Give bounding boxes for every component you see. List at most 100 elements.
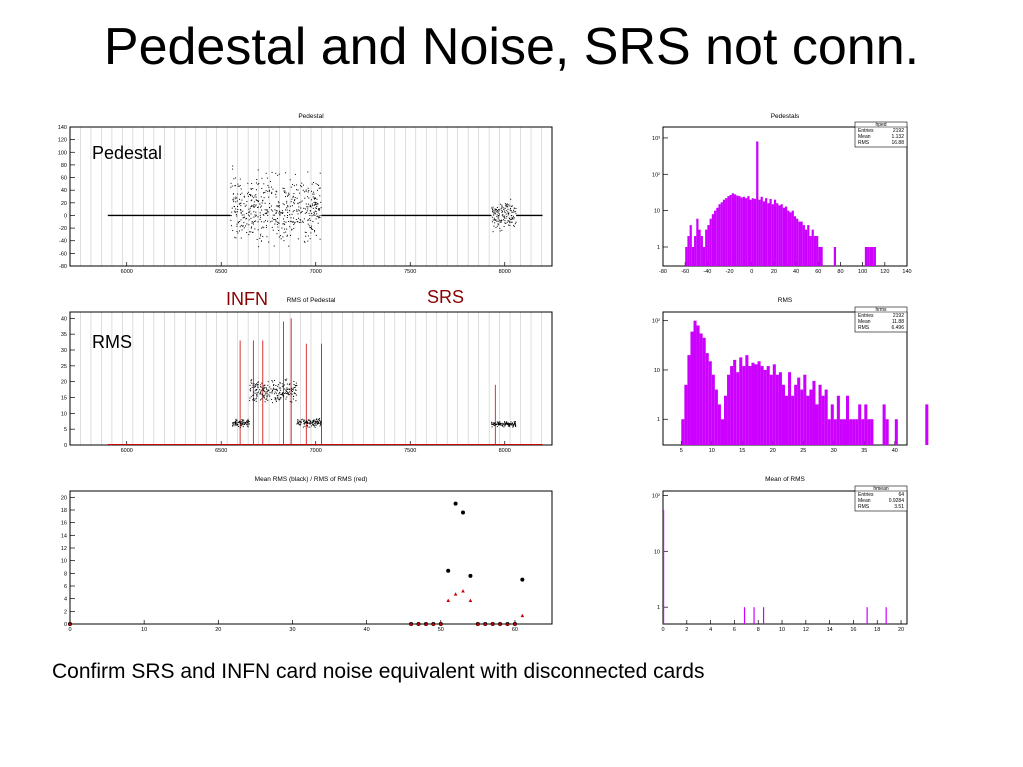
rms-point <box>511 424 513 426</box>
pedestal-point <box>301 200 303 202</box>
rms-point <box>242 426 244 428</box>
rms-point <box>239 421 241 423</box>
pedestal-point <box>286 200 288 202</box>
histogram-bar <box>806 395 810 445</box>
pedestal-point <box>300 221 302 223</box>
rms-point <box>504 422 506 424</box>
pedestal-point <box>256 199 258 201</box>
y-tick-label: 1 <box>657 605 660 611</box>
pedestal-point <box>250 227 252 229</box>
x-tick-label: 8000 <box>499 269 511 275</box>
rms-point <box>298 420 300 422</box>
pedestal-point <box>244 196 246 198</box>
histogram-bar <box>727 196 730 266</box>
rms-point <box>290 393 292 395</box>
pedestal-point <box>493 212 495 214</box>
pedestal-point <box>312 196 314 198</box>
stats-label: Entries <box>858 492 874 498</box>
pedestal-point <box>248 211 250 213</box>
rms-point <box>263 387 265 389</box>
rms-point <box>504 424 506 426</box>
histogram-bar <box>736 372 740 445</box>
pedestal-point <box>248 224 250 226</box>
pedestal-point <box>250 188 252 190</box>
pedestal-point <box>254 205 256 207</box>
rms-point <box>274 398 276 400</box>
rms-of-rms-point <box>453 592 458 596</box>
x-tick-label: -20 <box>726 269 734 275</box>
rms-point <box>296 421 298 423</box>
slide-title: Pedestal and Noise, SRS not conn. <box>103 18 920 76</box>
histogram-bar <box>738 196 741 266</box>
pedestal-point <box>509 209 511 211</box>
chart-title: Mean of RMS <box>765 476 805 483</box>
pedestal-point <box>506 215 508 217</box>
rms-point <box>300 420 302 422</box>
pedestal-point <box>498 215 500 217</box>
rms-point <box>247 422 249 424</box>
pedestal-point <box>251 222 253 224</box>
pedestal-point <box>289 214 291 216</box>
pedestal-point <box>287 206 289 208</box>
rms-point <box>249 397 251 399</box>
pedestal-point <box>313 191 315 193</box>
histogram-bar <box>789 212 792 266</box>
pedestal-point <box>250 213 252 215</box>
pedestal-point <box>318 187 320 189</box>
pedestal-point <box>257 221 259 223</box>
pedestal-point <box>276 206 278 208</box>
rms-point <box>263 390 265 392</box>
pedestal-point <box>296 197 298 199</box>
rms-point <box>494 422 496 424</box>
chart-title: RMS <box>778 297 793 304</box>
pedestal-point <box>300 211 302 213</box>
stats-value: 11.88 <box>892 319 904 325</box>
pedestal-point <box>494 219 496 221</box>
pedestal-point <box>285 172 287 174</box>
histogram-bar <box>733 359 737 445</box>
pedestal-point <box>248 219 250 221</box>
rms-point <box>495 424 497 426</box>
rms-point <box>498 424 500 426</box>
rms-point <box>495 423 497 425</box>
pedestal-point <box>509 205 511 207</box>
rms-point <box>275 400 277 402</box>
pedestal-point <box>314 201 316 203</box>
rms-point <box>239 420 241 422</box>
pedestal-point <box>232 165 234 167</box>
stats-box-name: hrms <box>875 307 887 313</box>
pedestal-point <box>310 232 312 234</box>
pedestals-histogram-chart: Pedestals -80 -60 -40 -20 0 20 40 60 80 100 120 140 1… <box>652 113 912 275</box>
pedestal-point <box>261 240 263 242</box>
chart-title: RMS of Pedestal <box>287 297 336 304</box>
rms-point <box>279 398 281 400</box>
pedestal-point <box>311 183 313 185</box>
rms-point <box>508 423 510 425</box>
pedestal-point <box>501 211 503 213</box>
pedestal-point <box>293 193 295 195</box>
pedestal-point <box>239 178 241 180</box>
pedestal-point <box>235 237 237 239</box>
y-tick-label: 10² <box>652 172 660 178</box>
pedestal-point <box>309 218 311 220</box>
pedestal-point <box>271 226 273 228</box>
pedestal-point <box>314 214 316 216</box>
histogram-bar <box>798 221 801 266</box>
pedestal-point <box>316 202 318 204</box>
rms-point <box>513 424 515 426</box>
histogram-bar <box>820 246 823 266</box>
rms-point <box>293 392 295 394</box>
histogram-bar <box>702 337 706 445</box>
rms-point <box>240 422 242 424</box>
rms-point <box>279 397 281 399</box>
pedestal-point <box>245 225 247 227</box>
pedestal-point <box>505 223 507 225</box>
rms-point <box>252 384 254 386</box>
rms-point <box>275 385 277 387</box>
rms-point <box>312 422 314 424</box>
rms-point <box>311 421 313 423</box>
pedestal-point <box>236 215 238 217</box>
rms-point <box>253 398 255 400</box>
histogram-bar <box>775 374 779 445</box>
histogram-bar <box>778 372 782 445</box>
